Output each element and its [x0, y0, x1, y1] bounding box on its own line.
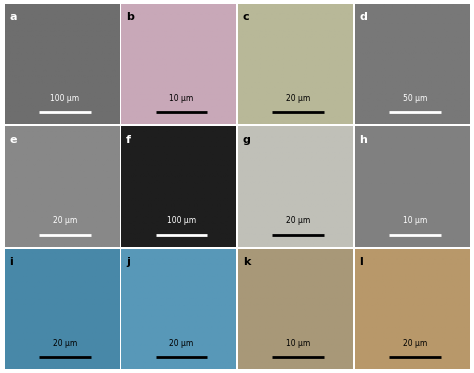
Text: h: h	[359, 135, 367, 145]
Text: 10 μm: 10 μm	[403, 216, 427, 225]
Text: f: f	[126, 135, 131, 145]
Text: b: b	[126, 12, 134, 22]
Text: k: k	[243, 257, 250, 267]
Text: i: i	[9, 257, 13, 267]
Text: 100 μm: 100 μm	[50, 94, 79, 103]
Text: 20 μm: 20 μm	[286, 94, 310, 103]
Text: 10 μm: 10 μm	[286, 339, 310, 348]
Text: l: l	[359, 257, 363, 267]
Text: c: c	[243, 12, 249, 22]
Text: 20 μm: 20 μm	[286, 216, 310, 225]
Text: a: a	[9, 12, 17, 22]
Text: j: j	[126, 257, 130, 267]
Text: 10 μm: 10 μm	[169, 94, 193, 103]
Text: 20 μm: 20 μm	[53, 339, 77, 348]
Text: 20 μm: 20 μm	[53, 216, 77, 225]
Text: g: g	[243, 135, 251, 145]
Text: 100 μm: 100 μm	[167, 216, 196, 225]
Text: 20 μm: 20 μm	[403, 339, 427, 348]
Text: 50 μm: 50 μm	[403, 94, 427, 103]
Text: 20 μm: 20 μm	[169, 339, 193, 348]
Text: d: d	[359, 12, 367, 22]
Text: e: e	[9, 135, 17, 145]
